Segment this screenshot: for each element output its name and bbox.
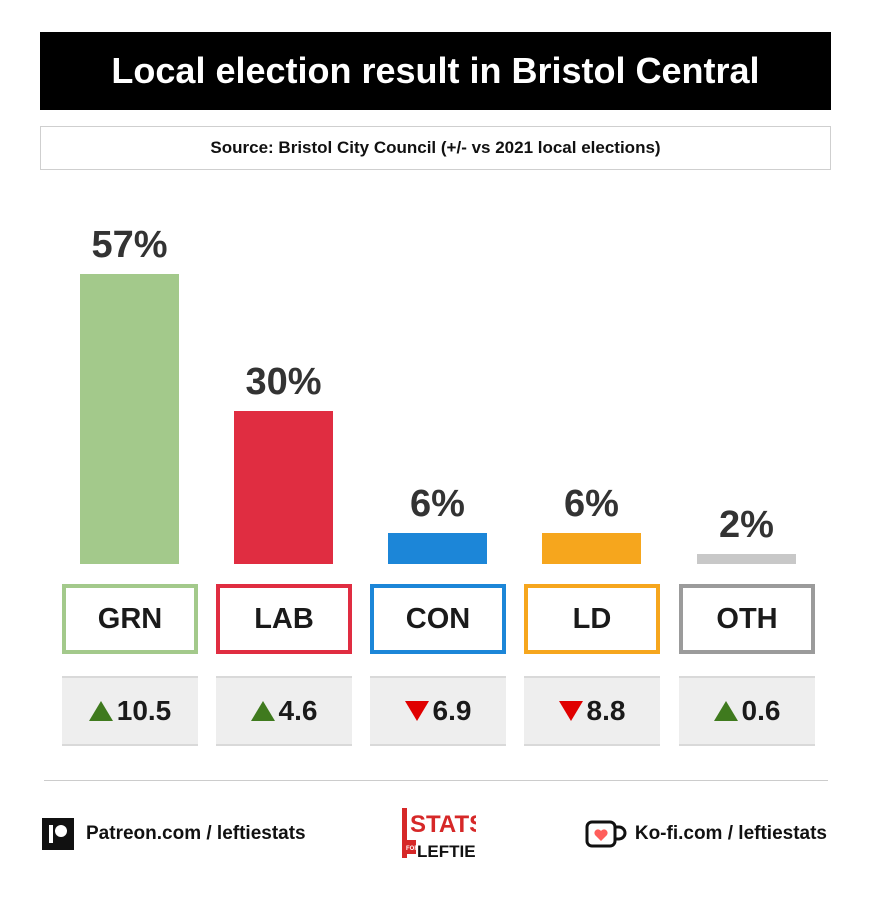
value-label-oth: 2% (719, 504, 774, 546)
party-label-grn: GRN (62, 584, 198, 654)
triangle-down-icon (558, 701, 583, 721)
change-con: 6.9 (370, 676, 506, 746)
bar-lab (234, 411, 333, 564)
value-label-con: 6% (410, 483, 465, 525)
bar-ld (542, 533, 641, 564)
stats-for-lefties-logo: STATS FOR LEFTIES (402, 808, 476, 861)
triangle-up-icon (250, 701, 275, 721)
bar-con (388, 533, 487, 564)
bar-oth (697, 554, 796, 564)
party-label-con: CON (370, 584, 506, 654)
bar-grn (80, 274, 179, 564)
patreon-icon (42, 818, 74, 850)
chart-title: Local election result in Bristol Central (40, 32, 831, 110)
party-label-oth: OTH (679, 584, 815, 654)
change-value: 0.6 (741, 695, 781, 726)
logo-text-for: FOR (406, 846, 419, 852)
value-label-grn: 57% (91, 224, 168, 266)
party-label-lab: LAB (216, 584, 352, 654)
triangle-up-icon (88, 701, 113, 721)
change-grn: 10.5 (62, 676, 198, 746)
patreon-text: Patreon.com / leftiestats (86, 823, 306, 844)
value-label-ld: 6% (564, 483, 619, 525)
change-value: 4.6 (278, 695, 318, 726)
change-lab: 4.6 (216, 676, 352, 746)
logo-text-lefties: LEFTIES (417, 842, 476, 861)
value-label-lab: 30% (245, 361, 322, 403)
kofi-cup-icon (585, 820, 627, 848)
change-value: 10.5 (116, 695, 172, 726)
change-value: 6.9 (432, 695, 472, 726)
source-note: Source: Bristol City Council (+/- vs 202… (40, 126, 831, 170)
kofi-text: Ko-fi.com / leftiestats (634, 823, 827, 844)
kofi-link[interactable]: Ko-fi.com / leftiestats (585, 818, 827, 850)
party-label-ld: LD (524, 584, 660, 654)
logo-text-stats: STATS (410, 811, 476, 838)
patreon-link[interactable]: Patreon.com / leftiestats (42, 818, 306, 850)
change-value: 8.8 (586, 695, 626, 726)
triangle-up-icon (713, 701, 738, 721)
change-ld: 8.8 (524, 676, 660, 746)
triangle-down-icon (404, 701, 429, 721)
change-oth: 0.6 (679, 676, 815, 746)
footer-divider (44, 780, 828, 781)
